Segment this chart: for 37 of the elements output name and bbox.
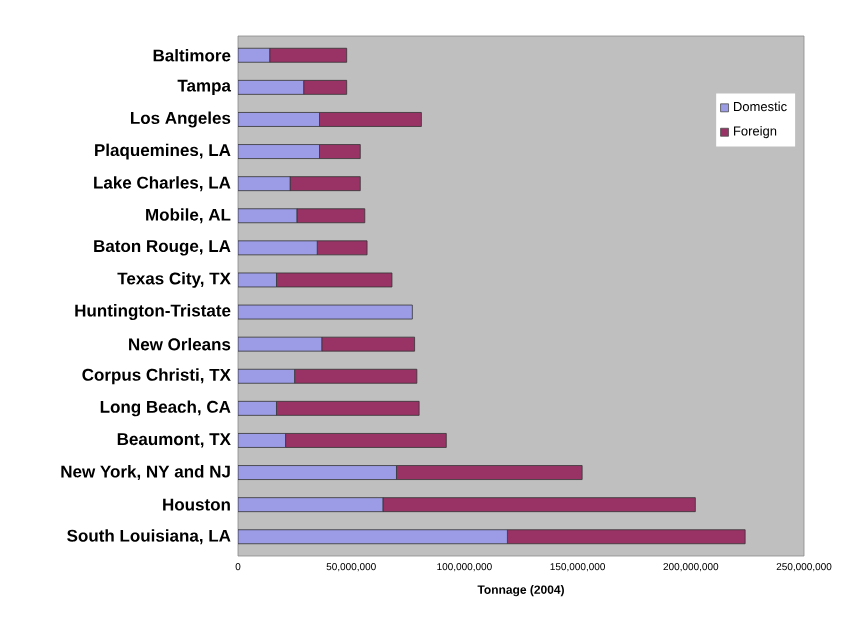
y-tick-label: Beaumont, TX xyxy=(117,433,231,448)
y-tick-label: Plaquemines, LA xyxy=(95,143,231,160)
bar xyxy=(238,112,320,127)
y-tick-label: New York, NY and NJ xyxy=(61,465,230,481)
y-tick-label: Baltimore xyxy=(153,49,231,62)
y-tick-label: Mobile, AL xyxy=(146,208,231,224)
bar xyxy=(238,433,286,448)
y-tick-label: Texas City, TX xyxy=(117,272,231,288)
bar xyxy=(238,497,384,513)
bar xyxy=(276,400,420,416)
bar xyxy=(294,368,418,384)
y-tick-label: Huntington-Tristate xyxy=(75,304,231,321)
bar xyxy=(238,144,320,159)
bar xyxy=(321,336,415,352)
y-tick-label: Long Beach, CA xyxy=(100,400,231,417)
y-tick-label: Tampa xyxy=(177,79,232,95)
bar xyxy=(238,368,295,384)
bar xyxy=(238,465,397,480)
bar xyxy=(276,272,393,288)
bar xyxy=(316,240,368,256)
y-tick-label: Corpus Christi, TX xyxy=(82,368,231,385)
bar xyxy=(289,176,361,192)
y-tick-label: Houston xyxy=(163,498,230,511)
bar xyxy=(285,433,447,448)
y-tick-label: New Orleans xyxy=(129,337,231,351)
bar xyxy=(319,144,361,159)
bar xyxy=(238,79,305,95)
bar xyxy=(296,208,366,224)
bar xyxy=(319,112,422,127)
y-tick-label: Lake Charles, LA xyxy=(94,176,231,192)
bar xyxy=(238,529,508,545)
bar xyxy=(303,79,348,95)
y-tick-label: Los Angeles xyxy=(130,111,231,128)
y-tick-label: South Louisiana, LA xyxy=(67,529,231,545)
bar xyxy=(238,208,298,224)
y-tick-label: Baton Rouge, LA xyxy=(94,240,231,256)
bar xyxy=(238,336,323,352)
